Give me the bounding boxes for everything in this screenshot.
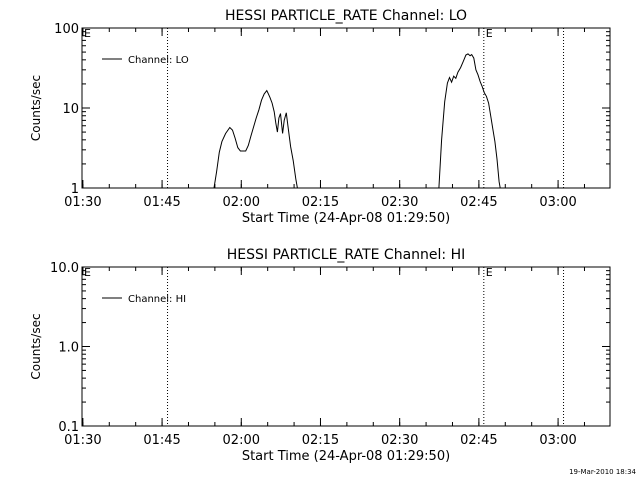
series-line	[438, 53, 501, 189]
y-tick-label: 1	[71, 182, 79, 197]
y-tick-label: 0.1	[58, 420, 79, 435]
event-marker-label: E	[84, 27, 91, 40]
x-tick-label: 03:00	[539, 195, 576, 210]
x-tick-label: 02:30	[381, 195, 418, 210]
chart-title: HESSI PARTICLE_RATE Channel: HI	[227, 247, 465, 263]
x-tick-label: 01:45	[143, 195, 180, 210]
x-tick-label: 02:00	[223, 433, 260, 448]
y-axis-label: Counts/sec	[29, 75, 43, 141]
x-tick-label: 02:45	[460, 195, 497, 210]
y-tick-label: 10.0	[50, 261, 79, 276]
legend-label: Channel: HI	[128, 294, 186, 305]
event-marker-label: E	[486, 27, 493, 40]
chart-panel-hi: HESSI PARTICLE_RATE Channel: HI 01:30 01:4…	[29, 247, 611, 464]
legend-label: Channel: LO	[128, 55, 189, 66]
event-marker-label: E	[84, 266, 91, 279]
series-line	[213, 89, 298, 189]
x-axis-label: Start Time (24-Apr-08 01:29:50)	[242, 449, 450, 464]
y-tick-label: 1.0	[58, 341, 79, 356]
x-tick-label: 01:45	[143, 433, 180, 448]
x-tick-label: 02:15	[302, 433, 339, 448]
x-tick-label: 02:00	[223, 195, 260, 210]
chart-title: HESSI PARTICLE_RATE Channel: LO	[225, 8, 467, 24]
plot-frame	[81, 27, 611, 189]
x-tick-label: 02:45	[460, 433, 497, 448]
y-tick-label: 10	[62, 102, 79, 117]
event-marker-label: E	[486, 266, 493, 279]
x-tick-label: 01:30	[64, 433, 101, 448]
chart-panel-lo: HESSI PARTICLE_RATE Channel: LO 01:30 01:4…	[29, 8, 611, 226]
x-tick-label: 01:30	[64, 195, 101, 210]
plot-frame	[81, 266, 611, 427]
footer-timestamp: 19-Mar-2010 18:34	[569, 468, 636, 476]
x-tick-label: 02:15	[302, 195, 339, 210]
y-tick-label: 100	[54, 22, 79, 37]
x-tick-label: 02:30	[381, 433, 418, 448]
x-tick-label: 03:00	[539, 433, 576, 448]
x-axis-label: Start Time (24-Apr-08 01:29:50)	[242, 211, 450, 226]
y-axis-label: Counts/sec	[29, 313, 43, 379]
